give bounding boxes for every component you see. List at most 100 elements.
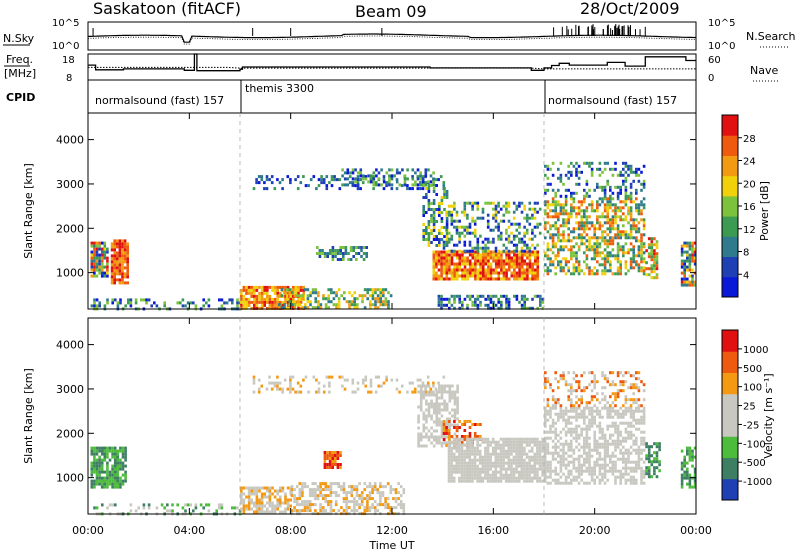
heatmap-cell [551, 439, 555, 443]
heatmap-cell [327, 488, 330, 492]
heatmap-cell [255, 495, 259, 499]
heatmap-cell [386, 503, 390, 507]
heatmap-cell [635, 173, 638, 177]
heatmap-cell [541, 437, 544, 441]
heatmap-cell [515, 243, 519, 247]
heatmap-cell [549, 167, 552, 171]
heatmap-cell [570, 254, 573, 258]
heatmap-cell [637, 269, 641, 273]
heatmap-cell [683, 259, 686, 263]
heatmap-cell [572, 427, 576, 431]
heatmap-cell [440, 390, 444, 394]
heatmap-cell [619, 218, 622, 222]
heatmap-cell [121, 242, 124, 246]
heatmap-cell [637, 254, 641, 258]
nave-tick-top: 60 [708, 55, 721, 66]
heatmap-cell [531, 277, 534, 281]
heatmap-cell [647, 267, 651, 271]
heatmap-cell [629, 430, 633, 434]
heatmap-cell [118, 245, 122, 249]
heatmap-cell [385, 378, 388, 382]
heatmap-cell [642, 398, 646, 402]
heatmap-cell [572, 209, 576, 213]
heatmap-cell [531, 216, 534, 220]
heatmap-cell [593, 442, 596, 446]
heatmap-cell [693, 241, 697, 245]
heatmap-cell [559, 248, 563, 252]
heatmap-cell [253, 288, 256, 292]
heatmap-cell [611, 451, 615, 455]
heatmap-cell [113, 455, 117, 459]
heatmap-cell [403, 180, 407, 184]
heatmap-cell [427, 220, 431, 223]
heatmap-cell [458, 297, 461, 301]
heatmap-cell [478, 461, 482, 465]
heatmap-cell [289, 178, 292, 182]
heatmap-cell [577, 454, 581, 458]
heatmap-cell [590, 380, 594, 384]
heatmap-cell [505, 204, 508, 208]
heatmap-cell [583, 415, 586, 419]
heatmap-cell [319, 503, 322, 507]
heatmap-cell [642, 164, 646, 168]
heatmap-cell [453, 294, 456, 298]
heatmap-cell [437, 253, 441, 257]
heatmap-cell [250, 285, 253, 289]
heatmap-cell [549, 227, 552, 231]
heatmap-cell [517, 449, 521, 453]
heatmap-cell [153, 301, 156, 305]
heatmap-cell [616, 430, 620, 434]
heatmap-cell [440, 423, 444, 427]
heatmap-cell [111, 476, 114, 480]
heatmap-cell [113, 254, 116, 258]
heatmap-cell [598, 466, 602, 470]
heatmap-cell [103, 304, 107, 308]
heatmap-cell [476, 204, 480, 208]
heatmap-cell [294, 390, 297, 394]
heatmap-cell [622, 179, 625, 183]
heatmap-cell [385, 375, 388, 379]
heatmap-cell [361, 297, 364, 301]
heatmap-cell [562, 418, 565, 422]
heatmap-cell [456, 417, 459, 421]
heatmap-cell [100, 446, 104, 450]
heatmap-cell [113, 245, 116, 249]
heatmap-cell [598, 469, 602, 473]
heatmap-cell [603, 185, 607, 189]
heatmap-cell [486, 201, 490, 205]
heatmap-cell [458, 467, 461, 471]
heatmap-cell [349, 249, 353, 252]
heatmap-cell [255, 486, 259, 490]
heatmap-cell [266, 294, 269, 298]
heatmap-cell [311, 288, 315, 292]
heatmap-cell [567, 415, 570, 419]
heatmap-cell [486, 476, 490, 480]
heatmap-cell [276, 297, 279, 301]
heatmap-cell [622, 466, 625, 470]
heatmap-cell [452, 467, 456, 471]
heatmap-cell [416, 168, 420, 172]
heatmap-cell [309, 303, 312, 307]
heatmap-cell [279, 504, 282, 508]
heatmap-cell [314, 509, 317, 513]
heatmap-cell [489, 262, 493, 266]
heatmap-cell [609, 260, 612, 264]
heatmap-cell [680, 271, 684, 275]
heatmap-cell [609, 242, 612, 246]
heatmap-cell [686, 280, 689, 284]
heatmap-cell [419, 174, 422, 178]
heatmap-cell [463, 201, 467, 205]
heatmap-cell [331, 463, 334, 466]
heatmap-cell [476, 435, 480, 438]
heatmap-cell [438, 435, 441, 439]
heatmap-cell [491, 464, 495, 468]
heatmap-cell [551, 478, 555, 482]
heatmap-cell [642, 418, 646, 422]
heatmap-cell [491, 473, 495, 477]
heatmap-cell [549, 203, 552, 207]
colorbar-swatch [722, 135, 738, 156]
heatmap-cell [653, 267, 656, 271]
heatmap-cell [572, 478, 576, 482]
heatmap-cell [268, 504, 272, 508]
heatmap-cell [286, 387, 290, 391]
